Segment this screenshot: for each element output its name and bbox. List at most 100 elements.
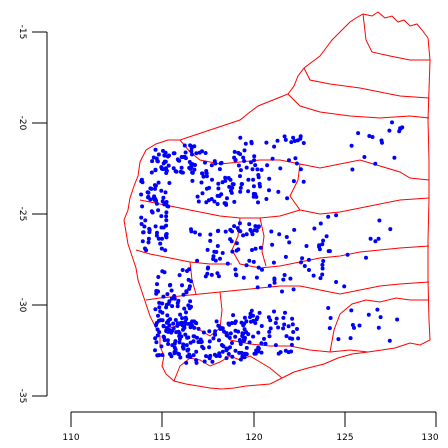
observation-point <box>169 296 174 301</box>
observation-point <box>242 355 247 360</box>
observation-point <box>272 144 277 149</box>
observation-point <box>266 315 271 320</box>
observation-point <box>161 294 166 299</box>
state-outline <box>123 11 431 390</box>
observation-point <box>220 349 225 354</box>
observation-point <box>287 158 291 163</box>
observation-point <box>156 152 161 157</box>
observation-point <box>256 175 261 180</box>
observation-point <box>184 343 189 348</box>
observation-point <box>247 340 252 345</box>
observation-point <box>190 178 195 183</box>
observation-point <box>166 342 171 346</box>
observation-point <box>213 329 218 334</box>
observation-point <box>218 256 222 261</box>
observation-point <box>270 242 275 247</box>
observation-point <box>164 320 169 325</box>
observation-point <box>256 265 261 270</box>
observation-point <box>270 156 275 161</box>
observation-point <box>320 262 325 267</box>
region-boundary <box>135 249 232 265</box>
observation-point <box>159 344 164 349</box>
observation-point <box>199 180 204 185</box>
observation-point <box>159 214 164 219</box>
observation-point <box>159 188 164 193</box>
observation-point <box>397 129 402 134</box>
observation-point <box>230 354 235 359</box>
region-boundary <box>259 217 267 267</box>
observation-point <box>388 227 393 232</box>
observation-point <box>264 140 269 145</box>
observation-point <box>247 258 252 263</box>
observation-point <box>238 152 243 157</box>
observation-point <box>349 308 354 313</box>
observation-point <box>214 250 219 254</box>
observation-point <box>378 315 383 320</box>
observation-point <box>216 274 221 279</box>
observation-point <box>267 283 272 288</box>
observation-point <box>223 201 228 206</box>
observation-point <box>180 316 185 321</box>
observation-point <box>224 331 229 336</box>
observation-point <box>254 275 259 280</box>
observation-point <box>231 360 236 365</box>
observation-point <box>164 218 169 223</box>
observation-point <box>260 267 264 272</box>
x-axis: 110 115 120 125 130 <box>62 411 439 443</box>
observation-point <box>157 300 162 305</box>
observation-point <box>326 214 331 219</box>
observation-point <box>285 196 290 201</box>
observation-point <box>201 346 206 351</box>
observation-point <box>268 326 273 331</box>
observation-point <box>336 337 341 342</box>
observation-point <box>376 325 381 330</box>
observation-point <box>253 321 258 325</box>
observation-point <box>162 153 167 158</box>
observation-point <box>278 166 283 171</box>
observation-point <box>280 289 284 294</box>
observation-point <box>212 159 217 164</box>
observation-point <box>238 174 242 179</box>
observation-point <box>156 236 161 241</box>
observation-point <box>165 292 170 297</box>
observation-point <box>160 236 164 241</box>
observation-point <box>225 261 230 266</box>
observation-point <box>197 150 202 155</box>
observation-point <box>169 354 174 359</box>
observation-point <box>366 312 371 317</box>
observation-point <box>228 345 232 350</box>
observation-point <box>290 316 295 321</box>
observation-point <box>203 151 208 155</box>
observation-point <box>160 353 165 357</box>
observation-point <box>210 177 214 182</box>
observation-point <box>163 159 168 164</box>
observation-point <box>320 272 325 277</box>
observation-point <box>188 166 193 171</box>
observation-point <box>249 319 253 324</box>
observation-point <box>167 153 171 158</box>
observation-point <box>199 339 204 344</box>
observation-point <box>207 185 212 190</box>
observation-point <box>242 327 247 332</box>
observation-point <box>289 342 294 347</box>
observation-point <box>272 280 277 285</box>
observation-point <box>184 360 189 365</box>
observation-point <box>196 340 201 344</box>
observation-point <box>252 154 257 159</box>
observation-point <box>242 159 247 163</box>
observation-point <box>212 352 217 357</box>
observation-point <box>287 240 292 245</box>
observation-point <box>228 237 233 242</box>
observation-point <box>184 310 188 315</box>
observation-point <box>204 354 208 359</box>
observation-point <box>162 335 167 340</box>
observation-point <box>141 230 146 235</box>
observation-point <box>155 230 159 235</box>
observation-point <box>153 168 158 173</box>
observation-point <box>286 350 291 355</box>
observation-point <box>259 350 264 355</box>
observation-point <box>163 233 168 238</box>
observation-point <box>272 309 276 314</box>
observation-point <box>304 244 309 248</box>
